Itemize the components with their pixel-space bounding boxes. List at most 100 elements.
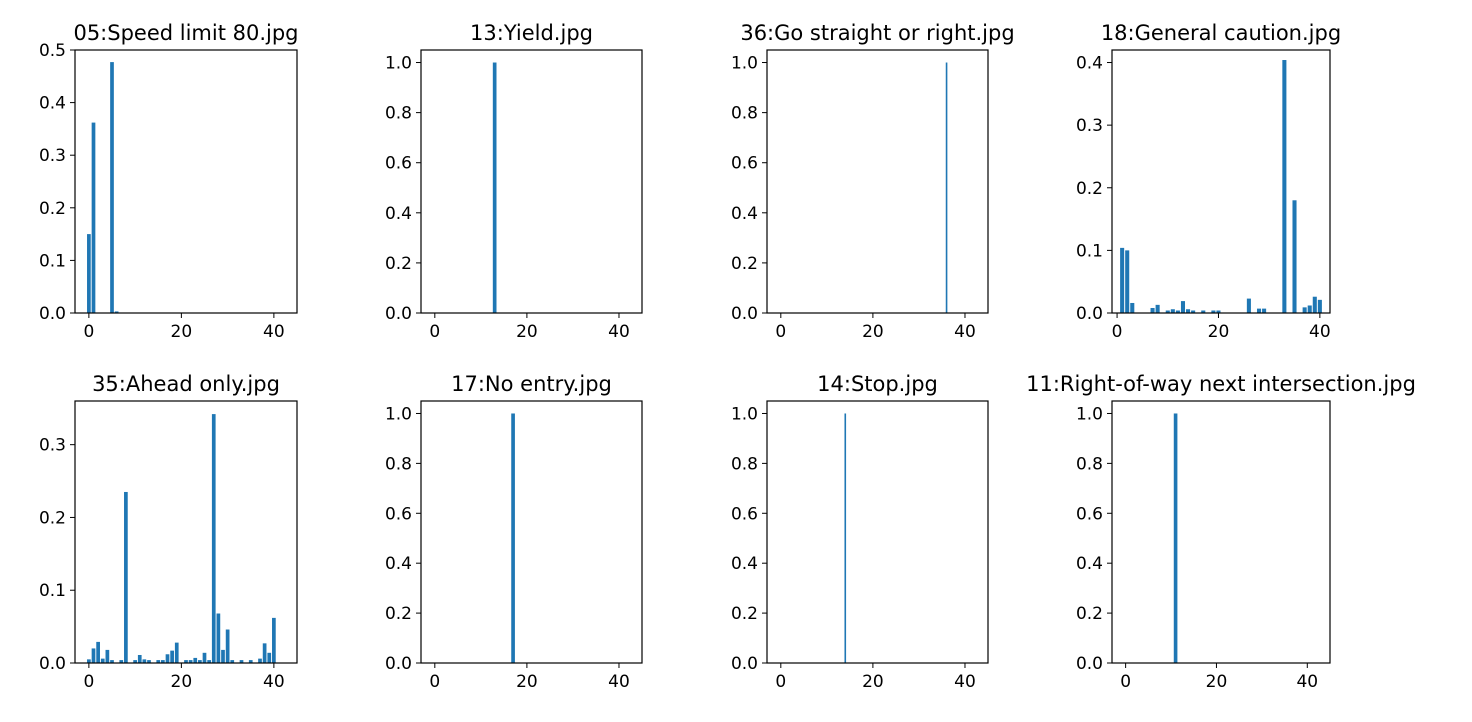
y-tick-label: 0.6 — [385, 504, 412, 524]
y-tick-label: 0.4 — [39, 94, 66, 114]
chart-panel: 36:Go straight or right.jpg 0 20 40 0.0 0.2 0.… — [731, 21, 1015, 342]
chart-title: 11:Right-of-way next intersection.jpg — [1026, 372, 1416, 396]
y-tick-label: 0.6 — [731, 504, 758, 524]
bar — [87, 234, 91, 313]
x-tick-label: 20 — [1206, 672, 1228, 692]
x-tick-label: 20 — [516, 322, 538, 342]
bar — [170, 650, 174, 663]
chart-panel: 14:Stop.jpg 0 20 40 0.0 0.2 0.4 0.6 0.8 1.0 — [731, 372, 989, 692]
y-tick-label: 0.4 — [385, 554, 412, 574]
y-tick-label: 0.8 — [385, 454, 412, 474]
chart-title: 18:General caution.jpg — [1101, 21, 1341, 45]
bar — [1150, 307, 1155, 313]
bar — [110, 660, 114, 663]
bar — [156, 660, 161, 663]
x-tick-label: 0 — [429, 672, 440, 692]
bar — [1317, 299, 1322, 313]
y-tick-label: 1.0 — [385, 54, 412, 74]
x-tick-label: 40 — [954, 672, 976, 692]
bar — [1246, 298, 1251, 313]
x-tick-label: 0 — [83, 672, 94, 692]
y-tick-label: 0.3 — [1076, 116, 1103, 136]
y-tick-label: 1.0 — [385, 404, 412, 424]
bar — [262, 643, 267, 663]
bar — [193, 657, 198, 663]
bar — [198, 660, 202, 663]
x-tick-label: 0 — [83, 322, 94, 342]
bar — [272, 617, 276, 663]
y-tick-label: 0.2 — [39, 199, 66, 219]
bar — [105, 649, 110, 663]
y-tick-label: 0.2 — [731, 604, 758, 624]
bar — [1175, 310, 1180, 313]
x-tick-label: 20 — [516, 672, 538, 692]
y-tick-label: 0.6 — [1076, 504, 1103, 524]
y-tick-label: 0.0 — [39, 654, 66, 674]
y-tick-label: 1.0 — [731, 54, 758, 74]
x-tick-label: 20 — [1208, 322, 1230, 342]
bar — [945, 62, 948, 313]
bar — [267, 652, 272, 663]
y-tick-label: 0.2 — [385, 604, 412, 624]
y-tick-label: 0.1 — [39, 581, 66, 601]
bar — [161, 660, 165, 663]
y-tick-label: 0.6 — [731, 154, 758, 174]
bar — [110, 62, 114, 313]
chart-title: 36:Go straight or right.jpg — [740, 21, 1014, 45]
bar — [1120, 247, 1125, 313]
x-tick-label: 40 — [263, 672, 285, 692]
y-tick-label: 0.4 — [731, 554, 758, 574]
bar — [202, 652, 207, 663]
bar — [1191, 310, 1196, 313]
x-tick-label: 40 — [263, 322, 285, 342]
bar — [230, 660, 235, 663]
bar — [174, 642, 179, 663]
x-tick-label: 40 — [1296, 672, 1318, 692]
y-tick-label: 0.0 — [1076, 654, 1103, 674]
y-tick-label: 0.2 — [1076, 604, 1103, 624]
bar — [211, 414, 216, 663]
chart-panel: 05:Speed limit 80.jpg 0 20 40 0.0 0.1 0.2 0.3 0.… — [39, 21, 299, 342]
y-tick-label: 0.2 — [1076, 179, 1103, 199]
bar — [1302, 307, 1307, 313]
axes-frame — [766, 49, 989, 314]
y-tick-label: 1.0 — [731, 404, 758, 424]
chart-panel: 35:Ahead only.jpg 0 20 40 0.0 0.1 0.2 0.3 — [39, 372, 298, 692]
axes-frame — [420, 400, 643, 664]
x-tick-label: 0 — [1112, 322, 1123, 342]
bar — [239, 660, 244, 663]
chart-title: 14:Stop.jpg — [817, 372, 938, 396]
chart-title: 13:Yield.jpg — [470, 21, 593, 45]
bar — [1201, 310, 1206, 313]
chart-panel: 11:Right-of-way next intersection.jpg 0 20… — [1026, 372, 1416, 692]
x-tick-label: 20 — [862, 322, 884, 342]
y-tick-label: 0.0 — [731, 304, 758, 324]
bar — [137, 654, 142, 663]
bar — [147, 660, 151, 663]
bar — [1125, 250, 1130, 313]
axes-frame — [74, 400, 298, 664]
y-tick-label: 0.5 — [39, 41, 66, 61]
bar — [1211, 310, 1216, 313]
x-tick-label: 20 — [171, 672, 193, 692]
axes-frame — [1111, 49, 1331, 314]
bar — [1173, 413, 1178, 663]
y-tick-label: 0.0 — [385, 654, 412, 674]
chart-title: 17:No entry.jpg — [451, 372, 612, 396]
bar — [1282, 60, 1287, 313]
y-tick-label: 0.4 — [385, 204, 412, 224]
x-tick-label: 0 — [775, 322, 786, 342]
y-tick-label: 0.6 — [385, 154, 412, 174]
bar — [165, 654, 170, 663]
x-tick-label: 0 — [1120, 672, 1131, 692]
x-tick-label: 20 — [862, 672, 884, 692]
bar — [124, 491, 128, 663]
chart-title: 05:Speed limit 80.jpg — [73, 21, 298, 45]
y-tick-label: 0.8 — [731, 104, 758, 124]
axes-frame — [766, 400, 989, 664]
bar — [1155, 304, 1160, 313]
x-tick-label: 40 — [608, 322, 630, 342]
bar — [133, 660, 137, 663]
bar — [1312, 296, 1317, 313]
bar — [91, 648, 96, 663]
